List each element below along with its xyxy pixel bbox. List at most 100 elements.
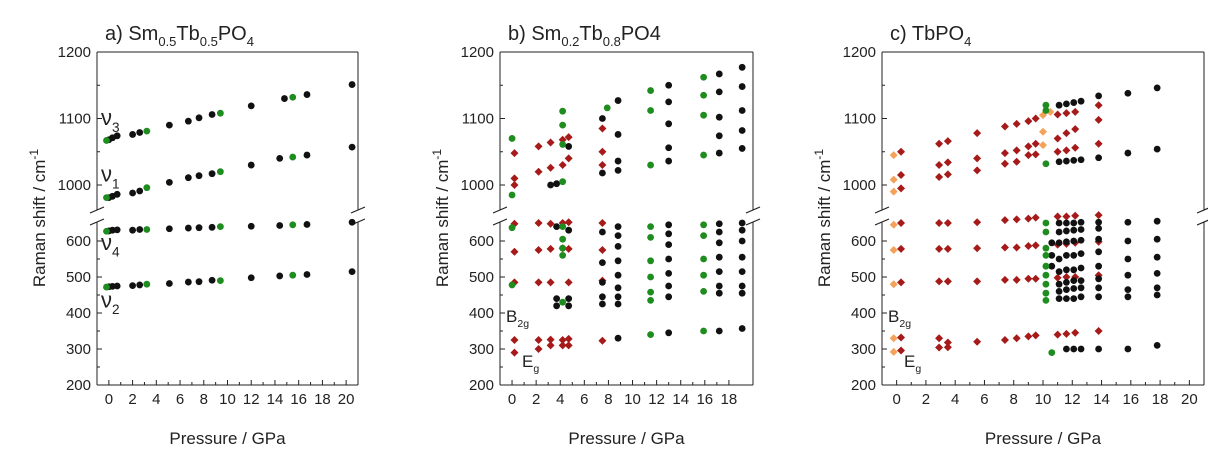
data-point <box>647 331 654 338</box>
data-point <box>1124 271 1132 279</box>
data-point <box>614 223 622 231</box>
data-point <box>700 111 708 119</box>
data-point <box>1077 97 1085 105</box>
data-point <box>943 219 952 227</box>
data-point <box>1024 142 1033 151</box>
data-point <box>103 227 110 235</box>
data-point <box>715 239 723 247</box>
data-point <box>1031 274 1040 283</box>
data-point <box>143 127 151 135</box>
x-tick-label: 8 <box>200 391 208 408</box>
data-point <box>647 87 654 94</box>
data-point <box>1053 330 1062 339</box>
data-point <box>665 221 673 229</box>
data-point <box>665 230 673 238</box>
data-point <box>165 225 173 233</box>
data-point <box>165 178 173 186</box>
data-point <box>564 334 573 343</box>
data-point <box>715 149 723 157</box>
y-tick-label: 600 <box>66 233 91 250</box>
data-point <box>943 170 952 179</box>
data-point <box>165 121 173 129</box>
chart-title: a) Sm0.5Tb0.5PO4 <box>105 23 254 49</box>
axis-break-mark <box>492 206 508 214</box>
data-point <box>1042 244 1050 252</box>
data-point <box>715 289 723 297</box>
data-point <box>216 277 224 284</box>
data-point <box>700 151 708 159</box>
data-point <box>973 218 982 227</box>
data-point <box>1042 219 1050 227</box>
data-point <box>1071 143 1080 152</box>
y-tick-label: 1000 <box>461 177 494 194</box>
data-point <box>348 81 356 88</box>
data-point <box>897 346 906 355</box>
data-point <box>247 222 255 230</box>
data-point <box>546 278 555 287</box>
data-point <box>184 174 192 182</box>
y-tick-label: 600 <box>851 233 876 250</box>
data-point <box>510 174 519 183</box>
data-point <box>603 104 611 112</box>
y-tick-label: 1000 <box>58 177 91 194</box>
data-point <box>289 221 297 229</box>
x-tick-label: 6 <box>580 391 588 408</box>
data-point <box>1000 122 1009 131</box>
x-tick-label: 12 <box>1064 391 1081 408</box>
data-point <box>103 283 110 291</box>
data-point <box>1039 127 1047 136</box>
data-point <box>1042 101 1050 109</box>
data-point <box>614 334 622 342</box>
data-point <box>943 277 952 286</box>
x-axis-label: Pressure / GPa <box>568 429 685 448</box>
data-point <box>559 244 567 252</box>
data-point <box>546 335 555 344</box>
data-point <box>103 194 110 202</box>
data-point <box>1124 149 1132 157</box>
x-tick-label: 8 <box>604 391 612 408</box>
annotation-label: ν4 <box>101 230 120 260</box>
annotation-label: ν2 <box>101 288 120 318</box>
data-point <box>508 135 516 142</box>
data-point <box>1062 273 1071 281</box>
data-point <box>715 70 723 78</box>
data-point <box>1031 150 1040 159</box>
x-axis-label: Pressure / GPa <box>169 429 286 448</box>
data-point <box>1042 228 1050 236</box>
data-point <box>1031 114 1040 123</box>
data-point <box>184 278 192 286</box>
data-point <box>1031 331 1040 340</box>
data-point <box>715 132 723 140</box>
axis-break-mark <box>89 206 105 214</box>
chart-panel-1: 0 2 4 6 8 10 12 14 16 18 20 1000 1100 1200 200 300 400 50… <box>27 23 366 448</box>
data-point <box>973 166 982 175</box>
data-point <box>935 173 944 182</box>
data-point <box>1012 243 1021 252</box>
x-tick-label: 12 <box>648 391 665 408</box>
data-point <box>1012 275 1021 284</box>
data-point <box>143 184 151 192</box>
data-point <box>715 268 723 275</box>
data-point <box>1071 328 1080 337</box>
data-point <box>738 268 746 275</box>
chart-panel-2: 0 2 4 6 8 10 12 14 16 18 1000 1100 1200 200 300 400 500 6… <box>430 23 761 448</box>
data-point <box>599 169 606 177</box>
data-point <box>565 143 573 150</box>
data-point <box>1012 119 1021 128</box>
data-point <box>546 341 555 350</box>
data-point <box>1042 289 1050 297</box>
data-point <box>1095 225 1103 232</box>
data-point <box>897 184 906 193</box>
data-point <box>1063 219 1070 227</box>
data-point <box>1077 264 1085 272</box>
data-point <box>897 219 906 227</box>
data-point <box>1124 218 1132 226</box>
data-point <box>1124 286 1132 293</box>
data-point <box>943 137 952 146</box>
data-point <box>889 151 898 160</box>
data-point <box>1042 262 1050 270</box>
data-point <box>943 338 952 347</box>
data-point <box>510 149 519 158</box>
data-point <box>1055 101 1063 109</box>
axis-break-mark <box>492 218 508 226</box>
